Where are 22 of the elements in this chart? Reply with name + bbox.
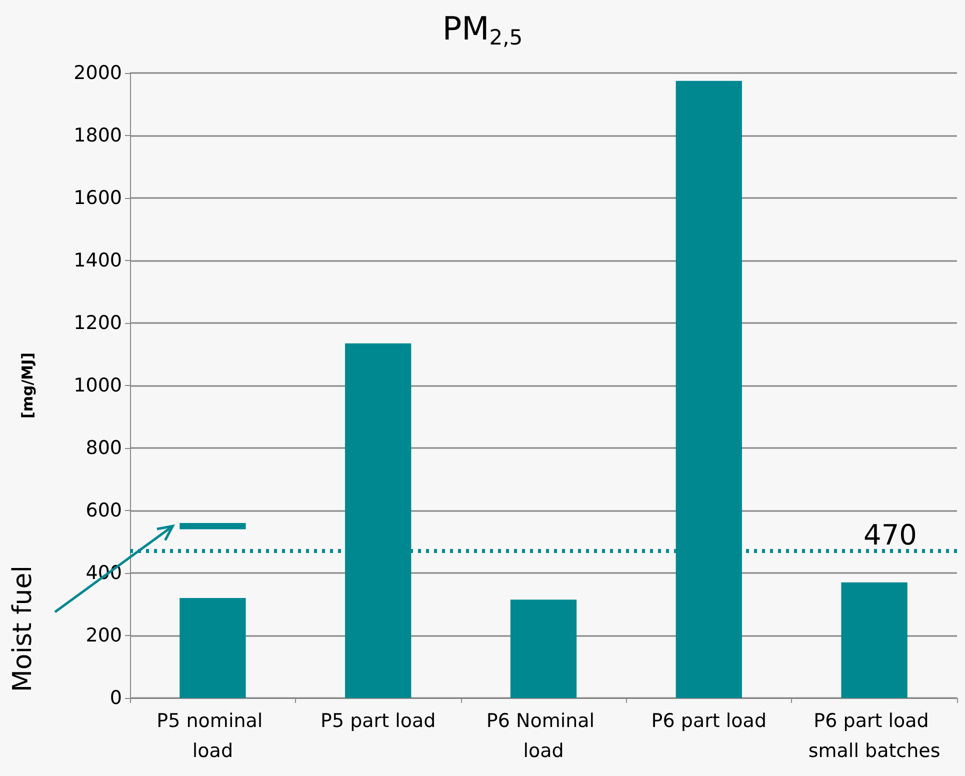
y-tick-label: 2000 (74, 62, 122, 84)
y-tick-label: 1200 (74, 312, 122, 334)
ref-line-label: 470 (864, 518, 917, 552)
y-tick-label: 800 (86, 437, 122, 459)
x-tick-label: P6 part load (651, 710, 766, 732)
bar (841, 582, 908, 698)
x-tick-label: P5 nominal load (156, 710, 269, 762)
y-tick-label: 200 (86, 624, 122, 646)
y-tick-label: 1600 (74, 187, 122, 209)
bar (510, 600, 577, 698)
x-tick-label: P6 part load small batches (808, 710, 940, 762)
bar (180, 598, 246, 698)
y-tick-label: 1000 (74, 374, 122, 396)
x-tick-label: P6 Nominal load (486, 710, 601, 762)
bar (180, 523, 246, 530)
x-tick-label: P5 part load (320, 710, 436, 732)
y-tick-label: 1800 (74, 124, 122, 146)
y-tick-label: 600 (86, 500, 122, 522)
text: Moist fuel (8, 566, 38, 692)
y-tick-label: 1400 (74, 250, 122, 272)
y-axis-title: [mg/MJ] (18, 352, 36, 419)
y-tick-label: 0 (110, 687, 122, 709)
